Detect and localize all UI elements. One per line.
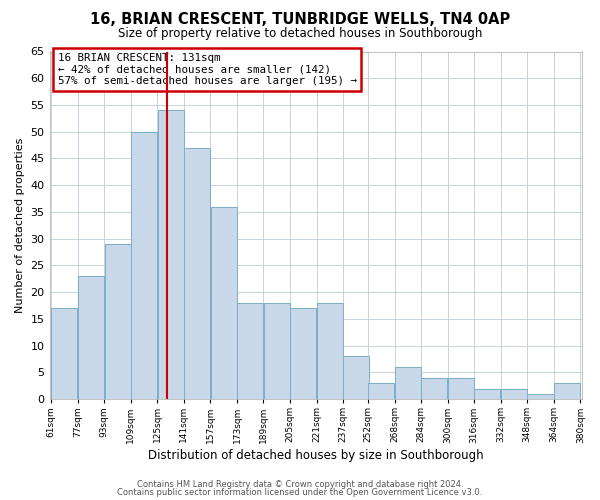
Bar bbox=[104, 244, 131, 399]
Bar bbox=[290, 308, 316, 399]
Bar bbox=[475, 388, 500, 399]
Text: Contains HM Land Registry data © Crown copyright and database right 2024.: Contains HM Land Registry data © Crown c… bbox=[137, 480, 463, 489]
Bar bbox=[317, 303, 343, 399]
Bar bbox=[554, 383, 580, 399]
Bar bbox=[527, 394, 554, 399]
Y-axis label: Number of detached properties: Number of detached properties bbox=[15, 138, 25, 313]
Text: 16, BRIAN CRESCENT, TUNBRIDGE WELLS, TN4 0AP: 16, BRIAN CRESCENT, TUNBRIDGE WELLS, TN4… bbox=[90, 12, 510, 28]
Bar bbox=[421, 378, 448, 399]
Bar bbox=[395, 367, 421, 399]
Bar bbox=[448, 378, 474, 399]
Bar bbox=[343, 356, 370, 399]
Bar bbox=[237, 303, 263, 399]
Text: Contains public sector information licensed under the Open Government Licence v3: Contains public sector information licen… bbox=[118, 488, 482, 497]
Bar bbox=[211, 206, 237, 399]
Bar bbox=[131, 132, 157, 399]
Bar bbox=[368, 383, 394, 399]
Bar bbox=[184, 148, 210, 399]
Bar bbox=[501, 388, 527, 399]
Text: Size of property relative to detached houses in Southborough: Size of property relative to detached ho… bbox=[118, 28, 482, 40]
Text: 16 BRIAN CRESCENT: 131sqm
← 42% of detached houses are smaller (142)
57% of semi: 16 BRIAN CRESCENT: 131sqm ← 42% of detac… bbox=[58, 53, 356, 86]
Bar bbox=[264, 303, 290, 399]
X-axis label: Distribution of detached houses by size in Southborough: Distribution of detached houses by size … bbox=[148, 450, 484, 462]
Bar bbox=[78, 276, 104, 399]
Bar bbox=[158, 110, 184, 399]
Bar bbox=[52, 308, 77, 399]
